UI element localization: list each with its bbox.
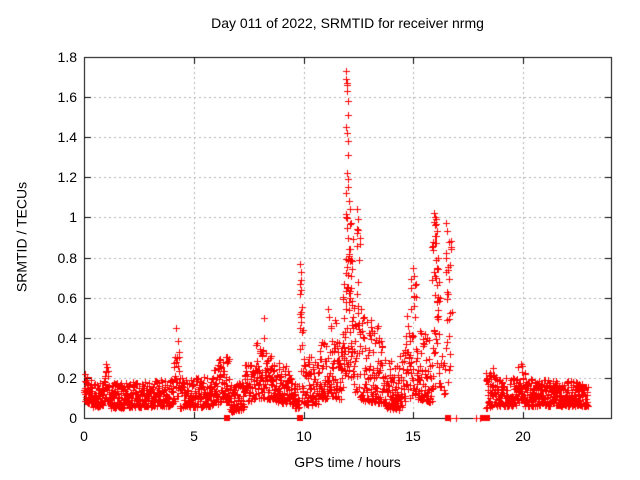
x-tick-label: 20 [515,428,531,444]
y-tick-label: 0.6 [57,290,77,306]
x-tick-label: 0 [80,428,88,444]
y-tick-label: 0.2 [57,370,77,386]
y-tick-label: 0.4 [57,330,77,346]
x-axis-label: GPS time / hours [294,454,401,470]
y-tick-label: 0 [69,410,77,426]
y-tick-label: 0.8 [57,250,77,266]
y-tick-label: 1.4 [57,129,77,145]
x-tick-label: 5 [190,428,198,444]
chart-title: Day 011 of 2022, SRMTID for receiver nrm… [211,15,484,31]
y-tick-label: 1.2 [57,169,77,185]
y-axis-label: SRMTID / TECUs [13,181,30,293]
y-tick-label: 1.6 [57,89,77,105]
y-tick-label: 1.8 [57,49,77,65]
y-tick-label: 1 [69,209,77,225]
x-tick-label: 15 [405,428,421,444]
x-tick-label: 10 [296,428,312,444]
